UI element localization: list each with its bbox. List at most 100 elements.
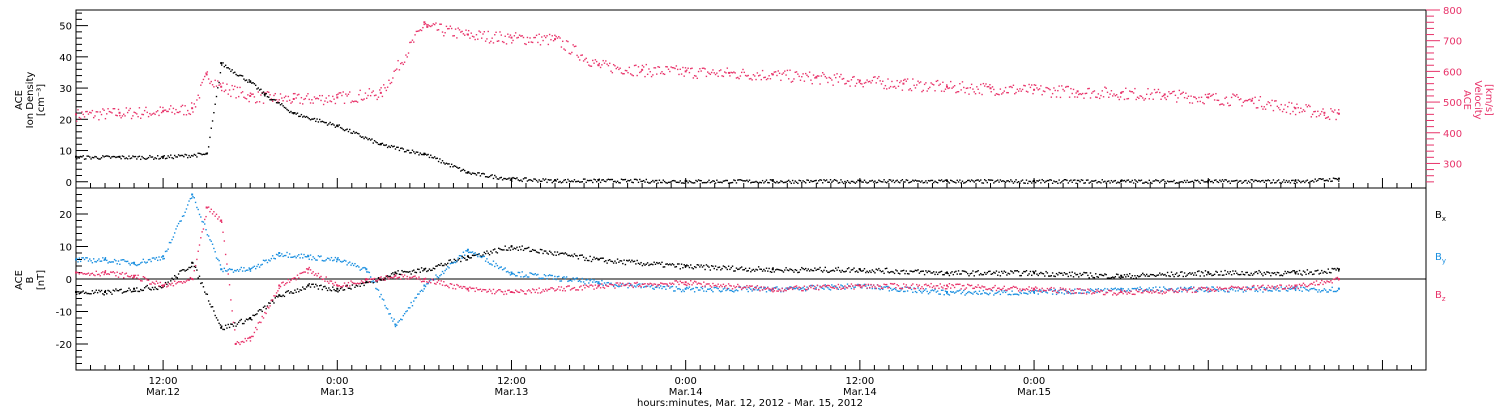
by-series-sample	[865, 285, 867, 287]
bz-series-sample	[861, 286, 863, 288]
by-series-sample	[96, 259, 99, 262]
bx-series-sample	[439, 264, 441, 267]
bz-series-sample	[1011, 286, 1013, 289]
velocity-series-sample	[635, 64, 637, 66]
velocity-series-sample	[346, 95, 348, 97]
density-series-sample	[1114, 179, 1117, 182]
velocity-series-sample	[547, 43, 550, 46]
velocity-series-sample	[512, 39, 514, 42]
bx-series-sample	[816, 268, 819, 271]
bz-series-sample	[995, 289, 998, 292]
density-series-sample	[869, 180, 871, 182]
by-series-sample	[602, 284, 604, 287]
velocity-series-sample	[751, 79, 753, 81]
density-series-sample	[1070, 179, 1072, 181]
by-series-sample	[922, 290, 924, 293]
bx-series-sample	[238, 321, 240, 324]
by-series-sample	[106, 259, 108, 262]
bx-series-sample	[867, 271, 870, 274]
density-series-sample	[143, 157, 146, 160]
density-series-sample	[454, 165, 457, 168]
by-series-sample	[304, 255, 307, 258]
velocity-series-sample	[513, 35, 516, 37]
velocity-series-sample	[649, 70, 651, 73]
density-series-sample	[755, 180, 757, 183]
by-series-sample	[844, 288, 846, 290]
bz-series-sample	[379, 277, 381, 279]
velocity-series-sample	[1309, 105, 1311, 108]
bz-series-sample	[138, 278, 141, 281]
bz-series-sample	[386, 276, 389, 279]
density-series-sample	[816, 182, 819, 184]
velocity-series-sample	[1168, 91, 1170, 93]
density-series-sample	[1315, 180, 1318, 182]
bx-series-sample	[866, 270, 868, 273]
velocity-series-sample	[526, 36, 529, 39]
velocity-series-sample	[1324, 117, 1327, 119]
density-series-sample	[952, 181, 955, 183]
bz-series-sample	[782, 290, 785, 292]
bx-series-point	[220, 326, 223, 329]
bx-series-sample	[524, 247, 526, 250]
bz-series-sample	[380, 276, 382, 278]
velocity-series-sample	[1195, 97, 1198, 100]
velocity-series-sample	[1093, 90, 1096, 92]
bx-series-sample	[89, 293, 91, 295]
density-series-sample	[295, 113, 297, 115]
velocity-series-sample	[541, 36, 543, 38]
by-series-sample	[477, 255, 479, 258]
velocity-series-sample	[1274, 100, 1276, 102]
density-series-sample	[605, 180, 607, 183]
bz-series-sample	[684, 284, 687, 286]
bx-series-sample	[1051, 272, 1054, 274]
bz-series-sample	[398, 276, 401, 278]
bz-series-sample	[1080, 292, 1083, 295]
density-series-sample	[764, 180, 766, 183]
by-series-sample	[618, 285, 620, 288]
by-series-sample	[981, 292, 983, 295]
velocity-series-sample	[832, 84, 834, 86]
density-series-sample	[389, 146, 391, 149]
velocity-series-sample	[390, 81, 393, 84]
bz-series-sample	[922, 287, 924, 290]
velocity-series-sample	[724, 71, 726, 73]
density-series-sample	[383, 144, 385, 146]
bz-series-sample	[369, 278, 372, 280]
bx-series-sample	[678, 263, 680, 265]
bx-series-sample	[1263, 271, 1265, 274]
velocity-series-sample	[443, 35, 445, 37]
b-axis-tick-label: -20	[56, 340, 72, 351]
by-series-sample	[823, 288, 825, 290]
velocity-series-sample	[1191, 102, 1194, 104]
density-series-sample	[1051, 182, 1054, 184]
density-series-sample	[564, 178, 567, 181]
bx-series-sample	[760, 268, 762, 271]
velocity-series-sample	[180, 105, 182, 108]
by-series-sample	[671, 285, 674, 288]
density-series-sample	[701, 182, 704, 184]
by-series-sample	[181, 215, 184, 218]
density-series-sample	[913, 180, 915, 182]
velocity-series-sample	[393, 70, 395, 72]
by-series-sample	[1017, 294, 1020, 296]
density-series-sample	[623, 178, 625, 181]
bz-series-sample	[641, 283, 644, 286]
bz-series-sample	[1024, 289, 1026, 291]
density-series-sample	[964, 181, 966, 184]
by-series-sample	[1268, 289, 1271, 292]
velocity-series-sample	[1161, 95, 1164, 98]
density-series-sample	[477, 172, 479, 174]
by-series-sample	[836, 286, 838, 289]
by-series-sample	[794, 287, 796, 290]
bz-series-sample	[627, 282, 629, 285]
velocity-series-sample	[1023, 84, 1025, 87]
bz-series-sample	[733, 285, 735, 287]
by-series-sample	[312, 256, 314, 258]
bz-series-sample	[305, 268, 308, 270]
density-series-sample	[619, 182, 621, 184]
bx-series-sample	[1226, 271, 1229, 273]
bz-series-sample	[725, 284, 727, 287]
bz-series-sample	[1176, 291, 1178, 293]
bx-series-sample	[1093, 276, 1096, 279]
density-series-sample	[240, 74, 243, 77]
